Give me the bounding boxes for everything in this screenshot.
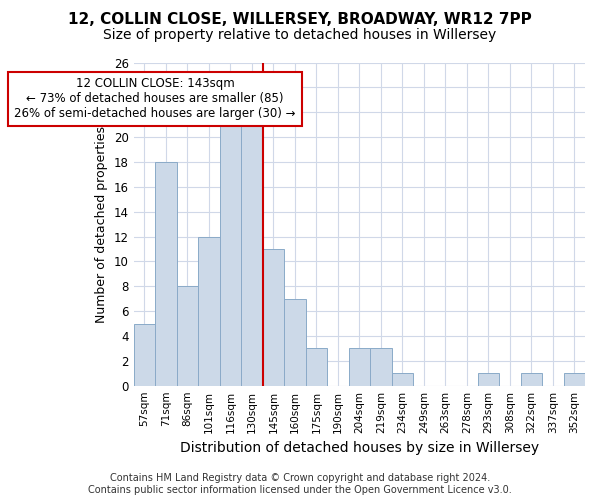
- Bar: [220, 112, 241, 386]
- Bar: [176, 286, 198, 386]
- Bar: [370, 348, 392, 386]
- Bar: [305, 348, 327, 386]
- Bar: [263, 249, 284, 386]
- Bar: [134, 324, 155, 386]
- Bar: [563, 374, 585, 386]
- Bar: [284, 298, 305, 386]
- Bar: [349, 348, 370, 386]
- Bar: [198, 236, 220, 386]
- Y-axis label: Number of detached properties: Number of detached properties: [95, 126, 108, 322]
- Text: 12, COLLIN CLOSE, WILLERSEY, BROADWAY, WR12 7PP: 12, COLLIN CLOSE, WILLERSEY, BROADWAY, W…: [68, 12, 532, 28]
- Bar: [392, 374, 413, 386]
- Bar: [241, 124, 263, 386]
- Bar: [478, 374, 499, 386]
- Bar: [155, 162, 176, 386]
- X-axis label: Distribution of detached houses by size in Willersey: Distribution of detached houses by size …: [180, 441, 539, 455]
- Text: 12 COLLIN CLOSE: 143sqm
← 73% of detached houses are smaller (85)
26% of semi-de: 12 COLLIN CLOSE: 143sqm ← 73% of detache…: [14, 78, 296, 120]
- Text: Size of property relative to detached houses in Willersey: Size of property relative to detached ho…: [103, 28, 497, 42]
- Bar: [521, 374, 542, 386]
- Text: Contains HM Land Registry data © Crown copyright and database right 2024.
Contai: Contains HM Land Registry data © Crown c…: [88, 474, 512, 495]
